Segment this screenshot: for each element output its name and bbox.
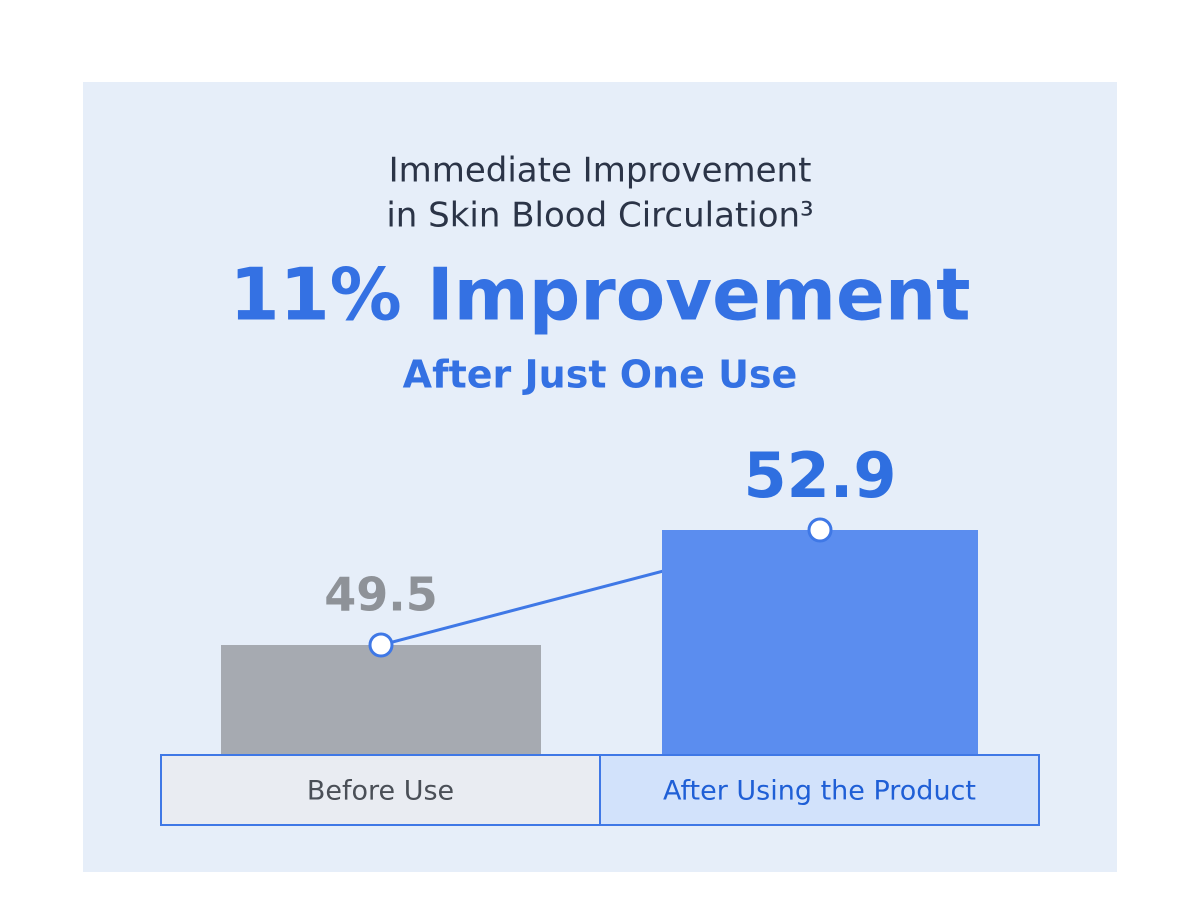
x-tick-label: Before Use [307,776,454,807]
bar [221,645,541,755]
chart-title-line: in Skin Blood Circulation³ [386,196,813,236]
chart-title-line: Immediate Improvement [389,151,812,191]
value-label: 52.9 [744,439,897,512]
value-label: 49.5 [324,568,438,622]
point [807,517,833,543]
subheadline: After Just One Use [403,353,798,397]
point [368,632,394,658]
headline: 11% Improvement [229,253,970,337]
x-tick-label: After Using the Product [663,776,976,807]
bar [662,530,978,755]
category-box [599,754,1040,826]
category-box [160,754,601,826]
